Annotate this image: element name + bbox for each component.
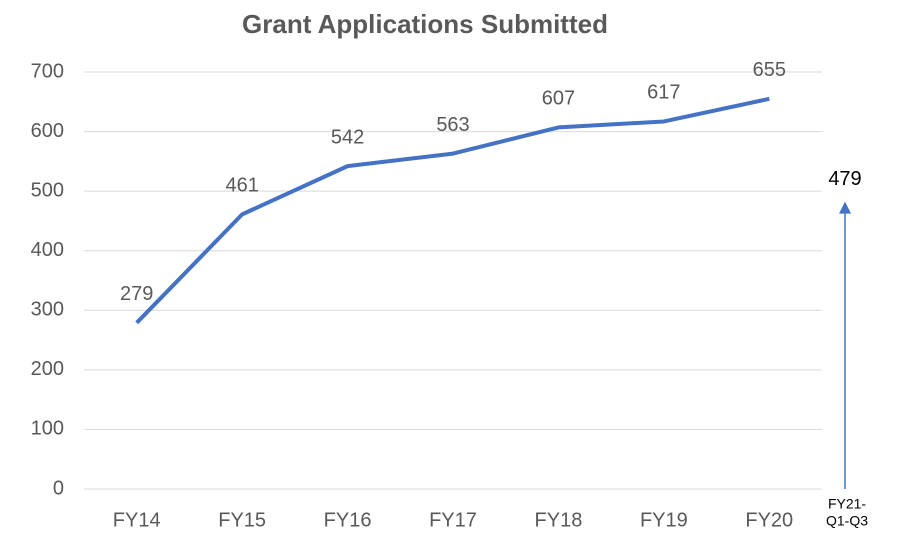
data-label: 655 — [753, 59, 786, 81]
data-label: 461 — [225, 175, 258, 197]
y-tick-label: 300 — [31, 299, 64, 321]
data-label: 542 — [331, 126, 364, 148]
annotation-value: 479 — [828, 168, 861, 190]
x-tick-label: FY17 — [429, 509, 477, 531]
x-tick-label: FY20 — [745, 509, 793, 531]
y-tick-label: 100 — [31, 418, 64, 440]
annotation-label: FY21- — [828, 496, 866, 512]
y-tick-label: 0 — [53, 477, 64, 499]
y-tick-label: 500 — [31, 179, 64, 201]
y-tick-label: 400 — [31, 239, 64, 261]
y-tick-label: 700 — [31, 60, 64, 82]
x-tick-label: FY14 — [113, 509, 161, 531]
x-tick-label: FY18 — [535, 509, 583, 531]
y-tick-label: 200 — [31, 358, 64, 380]
data-label: 563 — [436, 114, 469, 136]
x-tick-label: FY16 — [324, 509, 372, 531]
data-label: 617 — [647, 82, 680, 104]
data-label: 607 — [542, 88, 575, 110]
y-tick-label: 600 — [31, 120, 64, 142]
data-line — [135, 96, 770, 325]
annotation-label: Q1-Q3 — [826, 513, 868, 529]
data-label: 279 — [120, 283, 153, 305]
arrow-head — [839, 201, 851, 214]
x-tick-label: FY19 — [640, 509, 688, 531]
x-tick-label: FY15 — [218, 509, 266, 531]
chart-title: Grant Applications Submitted — [242, 9, 608, 39]
